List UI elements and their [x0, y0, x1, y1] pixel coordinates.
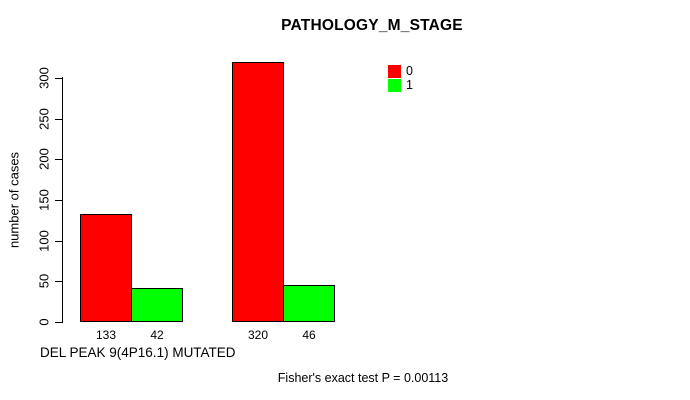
- bar-group2-series-1: [283, 285, 335, 322]
- y-tick-250: [55, 119, 62, 120]
- legend-entry-0: 0: [388, 64, 413, 78]
- y-tick-200: [55, 159, 62, 160]
- bar-value-label-group2-series-0: 320: [247, 328, 269, 342]
- bar-group2-series-0: [232, 62, 284, 322]
- legend: 0 1: [388, 64, 413, 92]
- legend-swatch-0-red: [388, 64, 401, 78]
- chart-title: PATHOLOGY_M_STAGE: [281, 17, 463, 34]
- y-tick-label-150: 150: [36, 189, 52, 211]
- bar-value-label-group2-series-1: 46: [302, 328, 316, 342]
- y-tick-label-200: 200: [36, 148, 52, 170]
- legend-entry-1: 1: [388, 78, 413, 92]
- bar-value-label-group1-series-1: 42: [150, 328, 164, 342]
- y-axis-label: number of cases: [6, 151, 22, 249]
- bar-group1-series-0: [80, 214, 132, 322]
- y-tick-label-0: 0: [36, 318, 52, 326]
- y-tick-label-250: 250: [36, 108, 52, 130]
- y-tick-label-100: 100: [36, 230, 52, 252]
- y-tick-0: [55, 322, 62, 323]
- fisher-test-annotation: Fisher's exact test P = 0.00113: [277, 371, 449, 385]
- x-axis-label: DEL PEAK 9(4P16.1) MUTATED: [40, 345, 236, 360]
- bar-value-label-group1-series-0: 133: [95, 328, 117, 342]
- y-tick-label-300: 300: [36, 67, 52, 89]
- y-tick-100: [55, 241, 62, 242]
- y-tick-50: [55, 281, 62, 282]
- bar-group1-series-1: [131, 288, 183, 322]
- y-axis-line: [62, 77, 63, 323]
- legend-label-1: 1: [406, 77, 413, 92]
- y-tick-150: [55, 200, 62, 201]
- y-tick-300: [55, 78, 62, 79]
- legend-swatch-1-green: [388, 78, 401, 92]
- legend-label-0: 0: [406, 63, 413, 78]
- y-tick-label-50: 50: [36, 273, 52, 289]
